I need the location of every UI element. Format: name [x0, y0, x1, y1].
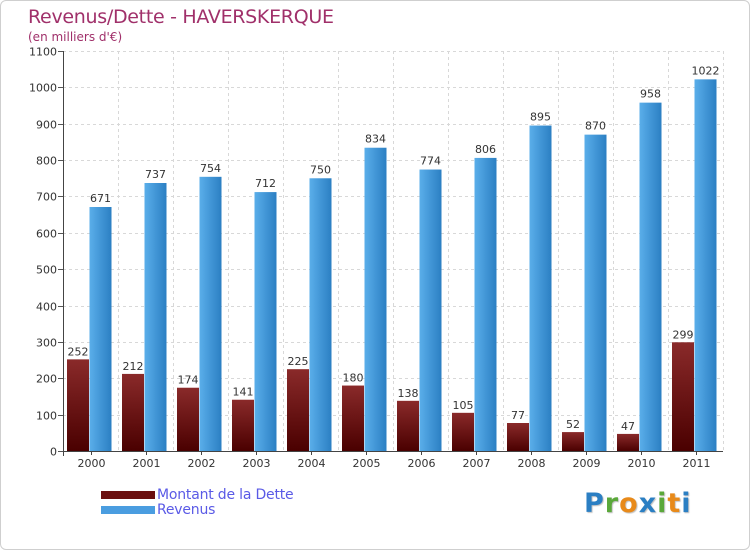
value-label-revenue: 806	[475, 143, 496, 156]
bar-revenue	[584, 134, 607, 452]
y-tick-label: 900	[36, 119, 57, 132]
logo-letter: o	[619, 488, 639, 519]
y-tick-label: 500	[36, 264, 57, 277]
y-tick-label: 1100	[29, 46, 57, 59]
value-label-revenue: 712	[255, 177, 276, 190]
legend-swatch-revenue	[101, 505, 155, 514]
x-tick-label: 2001	[133, 457, 161, 470]
value-label-revenue: 870	[585, 120, 606, 133]
value-label-revenue: 774	[420, 155, 441, 168]
value-label-revenue: 737	[145, 168, 166, 181]
x-tick-label: 2008	[518, 457, 546, 470]
bars	[67, 79, 717, 452]
y-tick-label: 800	[36, 155, 57, 168]
x-tick-label: 2011	[683, 457, 711, 470]
value-label-revenue: 834	[365, 133, 386, 146]
chart-title: Revenus/Dette - HAVERSKERQUE	[28, 6, 334, 28]
value-label-debt: 212	[123, 360, 144, 373]
value-label-debt: 105	[453, 399, 474, 412]
x-tick-label: 2003	[243, 457, 271, 470]
bar-revenue	[89, 207, 112, 451]
x-tick-label: 2009	[573, 457, 601, 470]
value-label-debt: 52	[566, 418, 580, 431]
value-label-debt: 47	[621, 420, 635, 433]
bar-debt	[617, 433, 639, 451]
y-tick-label: 700	[36, 191, 57, 204]
logo-letter: i	[681, 488, 692, 519]
value-label-revenue: 671	[90, 192, 111, 205]
logo-letter: i	[657, 488, 668, 519]
bar-revenue	[364, 147, 387, 451]
x-tick-label: 2006	[408, 457, 436, 470]
x-tick-label: 2005	[353, 457, 381, 470]
bar-debt	[122, 373, 144, 451]
bar-debt	[342, 385, 364, 451]
value-label-revenue: 1022	[692, 64, 720, 77]
x-tick-label: 2010	[628, 457, 656, 470]
bar-revenue	[199, 176, 222, 451]
value-label-debt: 77	[511, 409, 525, 422]
legend-item-revenue: Revenus	[101, 501, 293, 518]
x-tick-label: 2000	[78, 457, 106, 470]
value-label-debt: 225	[288, 355, 309, 368]
x-tick-label: 2007	[463, 457, 491, 470]
y-tick-label: 1000	[29, 82, 57, 95]
axes: 0 100 200 300 400 500 600 700 800 900 1000 1100 2000…	[29, 46, 723, 470]
bar-debt	[287, 369, 309, 451]
value-label-debt: 252	[68, 345, 89, 358]
proxiti-logo: Proxiti	[584, 488, 692, 519]
bar-debt	[232, 399, 254, 451]
bar-revenue	[529, 125, 552, 451]
y-tick-label: 200	[36, 373, 57, 386]
legend-label-debt: Montant de la Dette	[157, 486, 294, 503]
value-label-revenue: 754	[200, 162, 221, 175]
y-tick-label: 100	[36, 410, 57, 423]
bar-debt	[177, 387, 199, 451]
legend: Montant de la Dette Revenus	[101, 486, 294, 518]
chart-subtitle: (en milliers d'€)	[28, 30, 123, 44]
value-label-revenue: 750	[310, 163, 331, 176]
y-tick-label: 0	[50, 446, 57, 459]
bar-debt	[67, 359, 89, 451]
value-labels: 252 671 212 737 174 754 141 712 225 750 180 834 138 7…	[68, 64, 720, 433]
bar-revenue	[309, 178, 332, 452]
bar-revenue	[144, 183, 167, 451]
y-tick-label: 400	[36, 301, 57, 314]
value-label-debt: 299	[673, 328, 694, 341]
bar-revenue	[419, 169, 442, 451]
legend-swatch-debt	[101, 490, 155, 499]
bar-revenue	[254, 192, 277, 451]
y-tick-label: 600	[36, 228, 57, 241]
x-tick-label: 2002	[188, 457, 216, 470]
logo-letter: r	[604, 488, 620, 519]
bar-debt	[452, 412, 474, 451]
bar-debt	[507, 423, 529, 451]
grid-lines	[63, 51, 724, 452]
value-label-debt: 180	[343, 372, 364, 385]
value-label-debt: 141	[233, 386, 254, 399]
bar-debt	[562, 432, 584, 451]
legend-label-revenue: Revenus	[157, 501, 216, 518]
y-tick-label: 300	[36, 337, 57, 350]
value-label-revenue: 958	[640, 88, 661, 101]
value-label-revenue: 895	[530, 111, 551, 124]
bar-revenue	[639, 102, 662, 452]
bar-debt	[397, 400, 419, 451]
bar-revenue	[474, 157, 497, 451]
legend-item-debt: Montant de la Dette	[101, 486, 294, 503]
value-label-debt: 138	[398, 387, 419, 400]
logo-letter: P	[584, 488, 605, 519]
value-label-debt: 174	[178, 374, 199, 387]
bar-debt	[672, 342, 694, 451]
logo-letter: t	[667, 488, 682, 519]
logo-letter: x	[638, 488, 658, 519]
bar-revenue	[694, 79, 717, 451]
x-tick-label: 2004	[298, 457, 326, 470]
